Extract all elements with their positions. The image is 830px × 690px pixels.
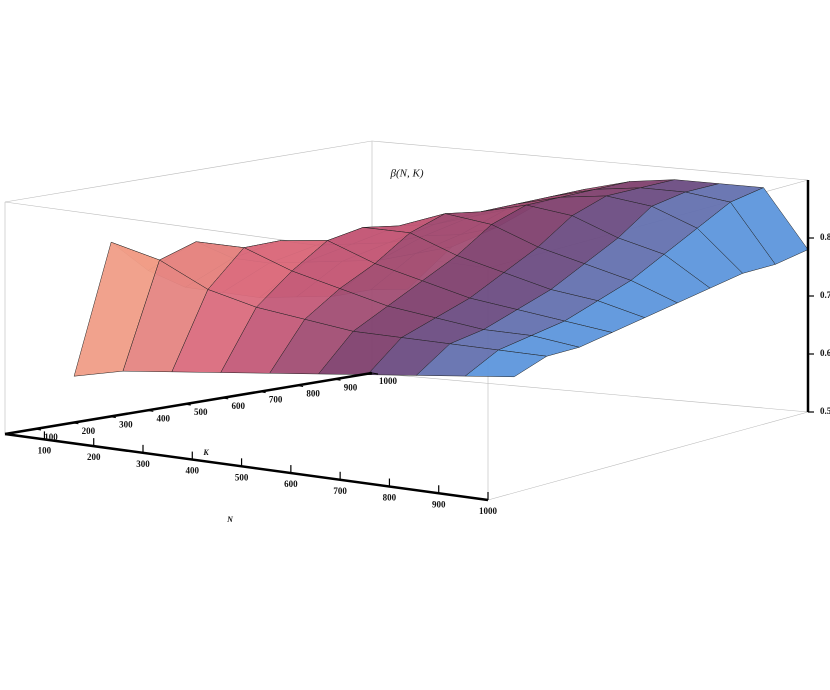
y-tick-label: 200 [82,426,96,436]
box-edge [4,140,373,203]
y-tick [34,428,42,431]
x-tick-label: 1000 [479,506,498,516]
y-tick [109,416,116,419]
y-axis [4,371,373,436]
x-tick-label: 600 [284,479,298,489]
y-tick [184,403,191,406]
y-tick [371,372,379,375]
y-tick-label: 500 [194,407,208,417]
x-tick-label: 200 [87,452,101,462]
x-tick-label: 300 [136,459,150,469]
y-tick [297,384,304,387]
y-tick [72,422,79,425]
x-tick-label: 100 [38,445,52,455]
box-edge [371,372,809,413]
chart-title: β(N, K) [390,168,424,180]
x-axis-label: N [226,515,234,524]
y-tick-label: 1000 [379,376,398,386]
y-tick-label: 600 [231,401,245,411]
y-tick-label: 700 [269,395,283,405]
y-tick-label: 400 [157,413,171,423]
y-tick [334,378,341,381]
y-tick [222,397,229,400]
x-tick-label: 500 [235,472,249,482]
x-tick-label: 800 [383,493,397,503]
y-tick-label: 100 [44,432,58,442]
z-tick-label: 0.8 [820,232,830,242]
y-tick-label: 800 [306,389,320,399]
x-tick-label: 700 [333,486,347,496]
x-tick-label: 400 [186,466,200,476]
z-tick-label: 0.7 [820,290,830,300]
y-tick [147,409,154,412]
z-tick-label: 0.5 [820,406,830,416]
y-tick [259,391,266,394]
y-axis-label: K [202,448,209,457]
surface-patch [464,349,548,378]
y-tick-label: 900 [344,382,358,392]
x-axis [4,432,489,502]
box-edge [487,411,809,501]
box-edge [371,140,809,181]
x-tick-label: 900 [432,499,446,509]
y-tick-label: 300 [119,420,133,430]
z-tick-label: 0.6 [820,348,830,358]
